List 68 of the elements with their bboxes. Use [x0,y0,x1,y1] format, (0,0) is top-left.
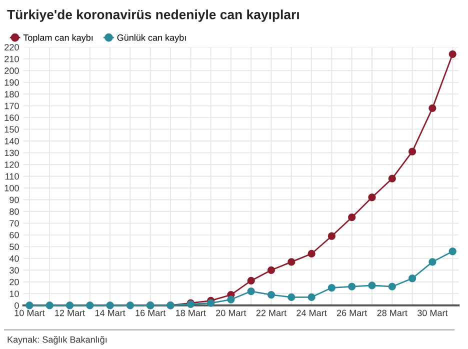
y-tick-label: 220 [4,44,19,50]
y-tick-label: 130 [4,150,19,156]
point [126,302,134,310]
point [368,194,376,202]
y-tick-label: 200 [4,68,19,74]
x-tick-label: 18 Mart [176,310,206,316]
y-tick-label: 210 [4,56,19,62]
y-tick-label: 70 [10,220,19,227]
point [227,296,235,304]
point [46,302,54,310]
point [428,104,436,112]
point [448,248,456,256]
y-tick-label: 0 [14,302,19,309]
point [66,302,74,310]
point [86,302,94,310]
point [388,174,396,182]
chart-title: Türkiye'de koronavirüs nedeniyle can kayıpları [7,10,299,22]
x-tick-label: 14 Mart [95,310,126,316]
x-tick-label: 16 Mart [136,310,166,316]
y-tick-label: 140 [4,138,19,144]
y-tick-label: 160 [4,114,19,121]
x-tick-label: 12 Mart [55,310,85,316]
y-tick-label: 40 [9,255,19,262]
y-tick-label: 60 [10,232,19,238]
y-tick-label: 80 [10,208,19,215]
text: Kaynak: Sağlık Bakanlığı [8,336,107,345]
y-tick-label: 190 [4,79,19,86]
point [206,299,215,307]
y-tick-label: 90 [10,196,19,204]
point [267,266,276,274]
y-tick-label: 170 [4,102,19,110]
point [328,232,336,240]
x-tick-label: 10 Mart [14,310,45,316]
x-tick-label: 22 Mart [256,310,286,316]
y-tick-label: 50 [10,244,19,250]
y-tick-label: 100 [4,184,19,192]
point [247,287,255,296]
y-tick-label: 110 [6,173,19,180]
point [308,250,316,258]
point [428,258,436,266]
y-tick-label: 180 [4,91,19,98]
point [267,290,276,299]
point [348,282,356,290]
x-tick-label: 30 Mart [417,310,448,316]
y-tick-label: 10 [10,290,19,297]
point [288,258,296,266]
y-tick-label: 150 [4,126,19,133]
legend-label: Toplam can kaybı [23,34,93,43]
point [368,282,376,290]
legend-label: Günlük can kaybı [117,34,186,43]
x-tick-label: 24 Mart [296,310,327,316]
point [247,276,255,285]
x-tick-label: 26 Mart [337,310,368,316]
point [348,214,356,222]
point [448,50,456,58]
point [408,274,416,282]
point [106,302,114,310]
x-tick-label: 20 Mart [216,310,246,316]
point [288,293,296,301]
point [328,284,336,292]
y-tick-label: 30 [10,267,19,274]
point [408,148,416,156]
point [308,293,316,301]
y-tick-label: 120 [4,161,19,168]
point [388,282,396,290]
point [26,302,34,310]
y-tick-label: 20 [10,278,19,286]
x-tick-label: 28 Mart [377,310,408,316]
